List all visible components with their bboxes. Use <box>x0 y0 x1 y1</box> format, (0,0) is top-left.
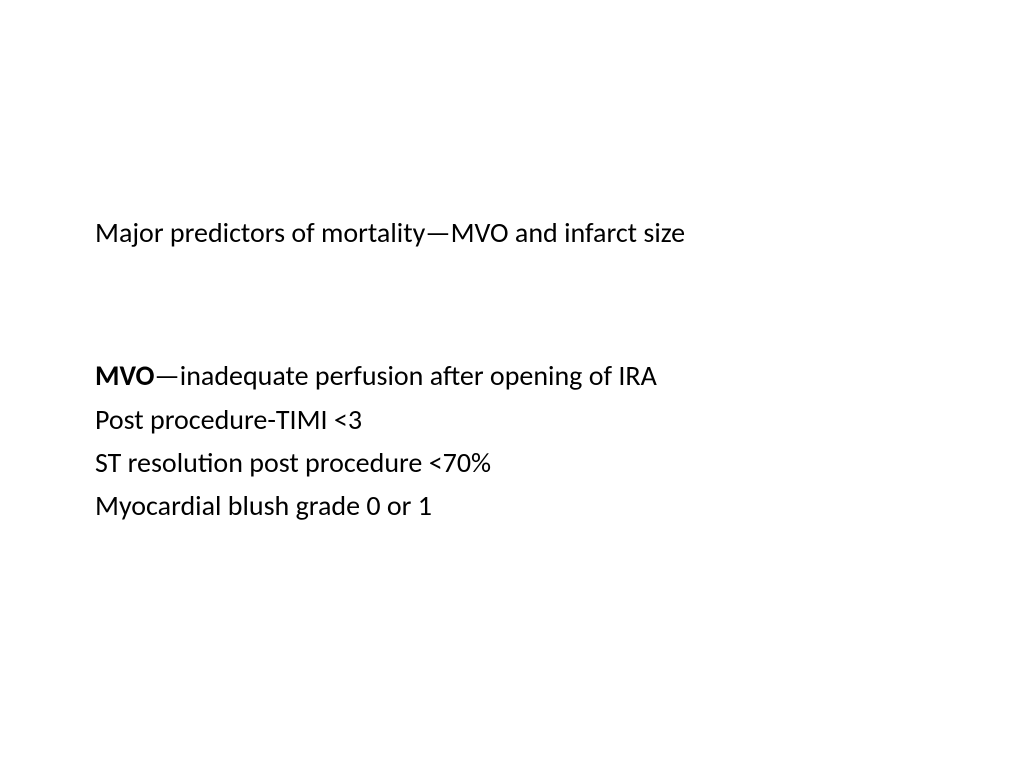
slide-content: Major predictors of mortality—MVO and in… <box>0 0 1024 525</box>
body-line-4: Myocardial blush grade 0 or 1 <box>95 486 929 525</box>
body-line-3: ST resolution post procedure <70% <box>95 443 929 482</box>
mvo-term: MVO <box>95 358 154 393</box>
heading-text: Major predictors of mortality—MVO and in… <box>95 215 929 251</box>
mvo-definition: —inadequate perfusion after opening of I… <box>154 358 656 393</box>
body-line-2: Post procedure-TIMI <3 <box>95 400 929 439</box>
mvo-line: MVO—inadequate perfusion after opening o… <box>95 356 929 395</box>
